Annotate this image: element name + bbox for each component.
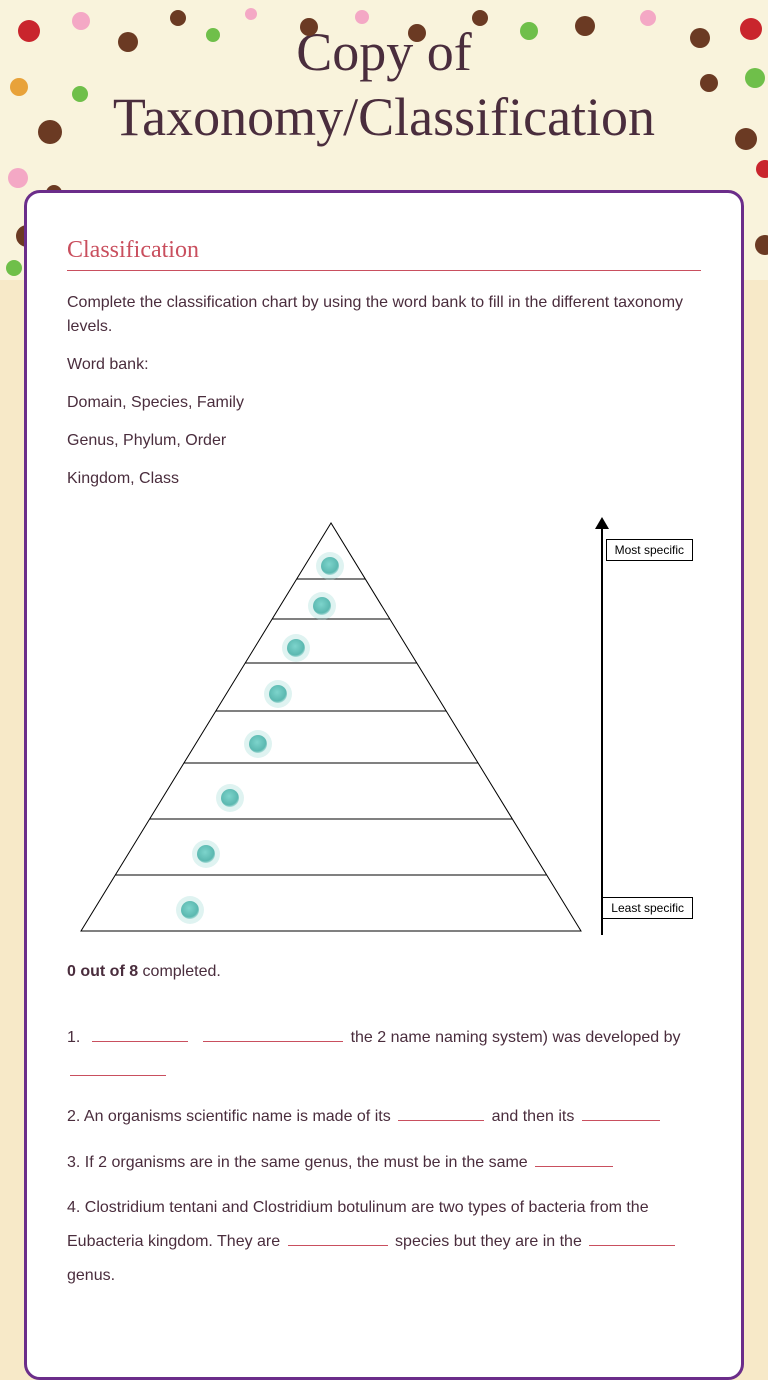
confetti-dot	[756, 160, 768, 178]
confetti-dot	[640, 10, 656, 26]
q3-text-a: 3. If 2 organisms are in the same genus,…	[67, 1154, 532, 1171]
confetti-dot	[740, 18, 762, 40]
instruction-text: Complete the classification chart by usi…	[67, 291, 701, 339]
progress-suffix: completed.	[138, 963, 221, 980]
pyramid-svg	[67, 515, 587, 935]
specificity-arrow-line	[601, 525, 603, 935]
pyramid-level-marker[interactable]	[313, 597, 331, 615]
progress-text: 0 out of 8 completed.	[67, 963, 701, 981]
confetti-dot	[472, 10, 488, 26]
blank-input[interactable]	[398, 1104, 484, 1121]
confetti-dot	[170, 10, 186, 26]
question-1: 1. the 2 name naming system) was develop…	[67, 1021, 701, 1088]
pyramid-level-marker[interactable]	[221, 789, 239, 807]
confetti-dot	[38, 120, 62, 144]
confetti-dot	[6, 260, 22, 276]
confetti-dot	[8, 168, 28, 188]
blank-input[interactable]	[203, 1025, 343, 1042]
wordbank-line-1: Domain, Species, Family	[67, 391, 701, 415]
pyramid-level-marker[interactable]	[181, 901, 199, 919]
specificity-arrow-head-icon	[595, 517, 609, 529]
blank-input[interactable]	[535, 1150, 613, 1167]
blank-input[interactable]	[589, 1229, 675, 1246]
wordbank-line-3: Kingdom, Class	[67, 467, 701, 491]
progress-count: 0 out of 8	[67, 963, 138, 980]
q2-text-b: and then its	[487, 1108, 579, 1125]
confetti-dot	[72, 12, 90, 30]
pyramid-level-marker[interactable]	[287, 639, 305, 657]
wordbank-label: Word bank:	[67, 353, 701, 377]
confetti-dot	[355, 10, 369, 24]
pyramid-level-marker[interactable]	[197, 845, 215, 863]
pyramid-diagram: Most specific Least specific	[67, 515, 701, 955]
worksheet-card: Classification Complete the classificati…	[24, 190, 744, 1380]
pyramid-level-marker[interactable]	[321, 557, 339, 575]
confetti-dot	[245, 8, 257, 20]
blank-input[interactable]	[92, 1025, 188, 1042]
confetti-dot	[10, 78, 28, 96]
confetti-dot	[745, 68, 765, 88]
confetti-dot	[300, 18, 318, 36]
label-most-specific: Most specific	[606, 539, 693, 561]
q4-text-b: species but they are in the	[391, 1233, 587, 1250]
wordbank-line-2: Genus, Phylum, Order	[67, 429, 701, 453]
confetti-dot	[408, 24, 426, 42]
blank-input[interactable]	[70, 1059, 166, 1076]
pyramid-level-marker[interactable]	[269, 685, 287, 703]
confetti-dot	[118, 32, 138, 52]
q1-text-a: the 2 name naming system) was developed …	[346, 1029, 680, 1046]
confetti-dot	[72, 86, 88, 102]
q4-text-c: genus.	[67, 1267, 115, 1284]
question-3: 3. If 2 organisms are in the same genus,…	[67, 1146, 701, 1180]
section-title: Classification	[67, 237, 701, 271]
confetti-dot	[700, 74, 718, 92]
blank-input[interactable]	[288, 1229, 388, 1246]
confetti-dot	[18, 20, 40, 42]
confetti-dot	[575, 16, 595, 36]
label-least-specific: Least specific	[602, 897, 693, 919]
confetti-dot	[755, 235, 768, 255]
page-title: Copy of Taxonomy/Classification	[0, 20, 768, 150]
pyramid-level-marker[interactable]	[249, 735, 267, 753]
confetti-dot	[735, 128, 757, 150]
question-2: 2. An organisms scientific name is made …	[67, 1100, 701, 1134]
confetti-dot	[690, 28, 710, 48]
blank-input[interactable]	[582, 1104, 660, 1121]
q2-text-a: 2. An organisms scientific name is made …	[67, 1108, 395, 1125]
question-4: 4. Clostridium tentani and Clostridium b…	[67, 1191, 701, 1292]
confetti-dot	[206, 28, 220, 42]
confetti-dot	[520, 22, 538, 40]
